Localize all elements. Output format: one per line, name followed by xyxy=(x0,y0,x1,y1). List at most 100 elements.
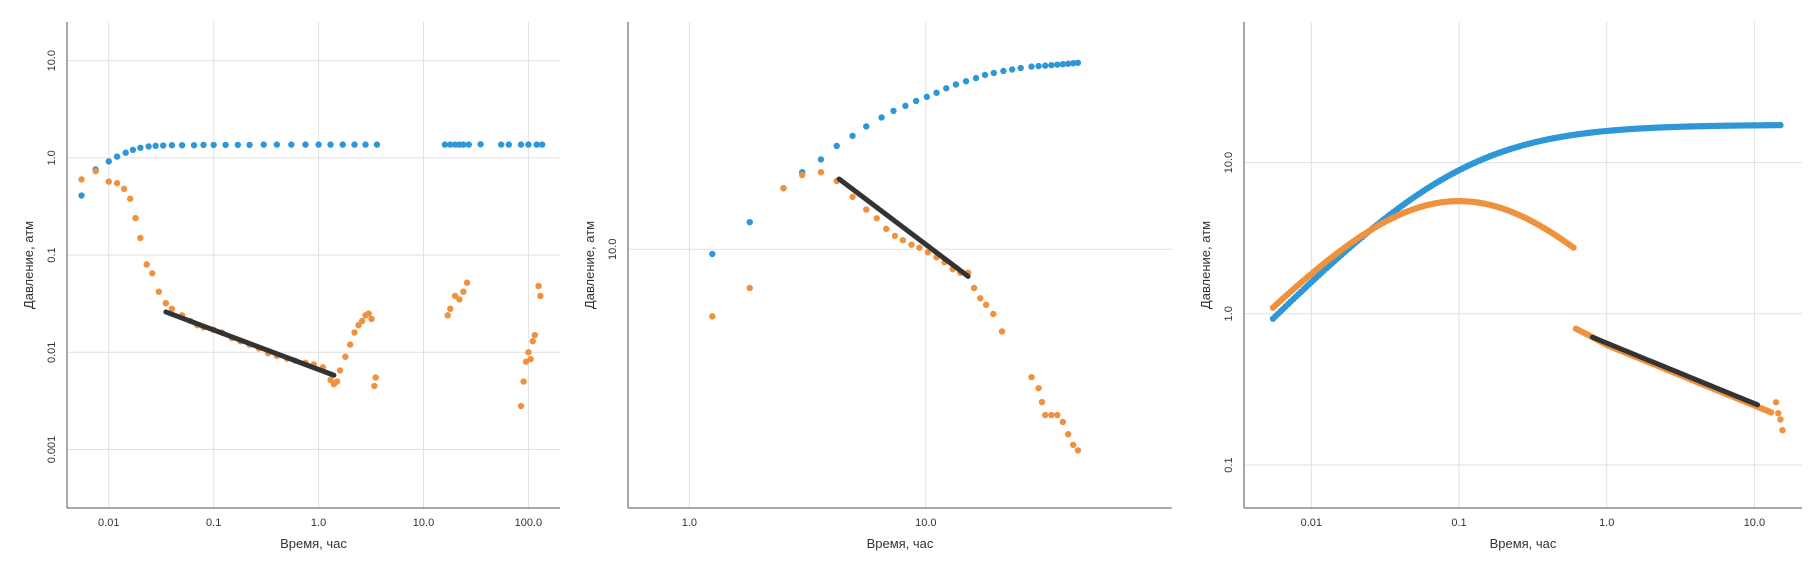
data-point xyxy=(315,141,322,148)
x-tick-label: 10.0 xyxy=(915,517,936,529)
data-point xyxy=(780,184,787,192)
data-point xyxy=(178,142,186,149)
data-point xyxy=(159,142,167,149)
data-point xyxy=(817,168,825,176)
data-point xyxy=(1777,416,1784,423)
trend-line xyxy=(836,176,971,279)
data-point xyxy=(982,301,990,309)
data-point xyxy=(129,146,137,154)
data-point xyxy=(908,241,915,248)
data-point xyxy=(817,156,825,163)
data-point xyxy=(746,284,753,292)
data-point xyxy=(1038,398,1046,406)
trend-line xyxy=(163,309,337,378)
data-point xyxy=(505,141,512,148)
data-point xyxy=(143,261,150,268)
data-point xyxy=(878,114,885,121)
data-point xyxy=(246,141,253,149)
data-point xyxy=(972,74,980,82)
data-point xyxy=(990,69,998,77)
data-point xyxy=(447,141,454,148)
x-axis-title: Время, час xyxy=(1490,536,1557,551)
series-blue xyxy=(78,141,546,199)
data-point xyxy=(863,206,870,213)
data-point xyxy=(746,218,753,226)
data-point xyxy=(149,270,156,277)
data-point xyxy=(441,141,449,148)
data-point xyxy=(368,315,375,323)
y-tick-label: 0.01 xyxy=(46,342,58,363)
data-point xyxy=(168,305,176,313)
data-point xyxy=(977,295,984,302)
data-point xyxy=(78,192,85,199)
data-point xyxy=(222,141,229,149)
series-orange xyxy=(78,167,544,410)
data-point xyxy=(1768,409,1775,416)
y-axis-title: Давление, атм xyxy=(21,221,36,309)
x-tick-label: 0.01 xyxy=(98,517,119,529)
data-point xyxy=(351,141,358,148)
data-point xyxy=(849,132,856,140)
series-blue xyxy=(709,59,1082,258)
x-tick-label: 100.0 xyxy=(515,517,543,529)
x-axis-title: Время, час xyxy=(280,536,347,551)
y-axis-title: Давление, атм xyxy=(1198,221,1213,309)
data-point xyxy=(533,141,540,148)
data-point xyxy=(122,149,129,156)
data-point xyxy=(113,179,121,187)
data-point xyxy=(1017,64,1024,72)
data-point xyxy=(1775,410,1782,417)
data-point xyxy=(120,185,128,193)
data-point xyxy=(333,378,341,385)
data-point xyxy=(132,214,139,222)
data-point xyxy=(145,143,152,150)
data-point xyxy=(465,141,472,148)
data-point xyxy=(798,171,806,179)
data-point xyxy=(981,71,989,79)
data-point xyxy=(373,141,381,148)
data-point xyxy=(1048,411,1055,419)
data-point xyxy=(709,313,716,320)
data-point xyxy=(537,292,544,300)
data-point xyxy=(990,310,997,318)
data-point xyxy=(137,234,144,242)
data-point xyxy=(890,107,897,115)
data-point xyxy=(327,376,334,384)
x-tick-label: 1.0 xyxy=(1599,517,1614,529)
data-point xyxy=(923,93,931,101)
data-point xyxy=(998,328,1006,335)
data-point xyxy=(200,141,207,149)
data-point xyxy=(355,321,362,329)
data-point xyxy=(529,338,536,345)
data-point xyxy=(362,141,369,148)
x-axis-title: Время, час xyxy=(867,536,934,551)
data-point xyxy=(1048,61,1055,69)
data-point xyxy=(525,141,532,148)
data-point xyxy=(1069,441,1077,449)
x-tick-label: 1.0 xyxy=(311,517,326,529)
data-point xyxy=(155,288,163,295)
series-orange xyxy=(709,168,1082,454)
data-point xyxy=(113,153,121,160)
data-point xyxy=(1064,431,1072,438)
data-point xyxy=(1054,411,1061,419)
data-point xyxy=(92,167,99,175)
data-point xyxy=(137,144,144,151)
data-point xyxy=(849,193,856,201)
data-point xyxy=(883,225,890,233)
data-point xyxy=(477,141,484,148)
data-point xyxy=(78,176,85,183)
data-point xyxy=(372,374,379,381)
data-point xyxy=(260,141,267,148)
data-point xyxy=(444,312,451,319)
series-orange xyxy=(1269,197,1786,434)
data-point xyxy=(234,141,242,149)
data-point xyxy=(952,81,960,88)
data-point xyxy=(497,141,505,148)
data-point xyxy=(351,329,358,336)
data-point xyxy=(451,292,459,300)
data-point xyxy=(447,305,454,313)
data-point xyxy=(517,402,525,410)
y-tick-label: 0.001 xyxy=(46,436,58,464)
data-point xyxy=(517,141,525,148)
